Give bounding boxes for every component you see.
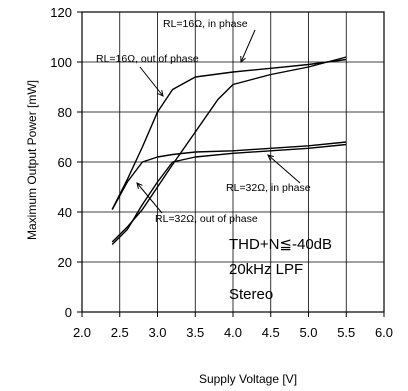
y-tick-label: 0	[65, 305, 72, 320]
annotation-16ohm-in-phase-leader	[240, 29, 256, 63]
annotations: RL=16Ω, in phase RL=16Ω, out of phase RL=3…	[96, 18, 311, 225]
annotation-32ohm-out-of-phase: RL=32Ω, out of phase	[155, 213, 258, 225]
annotation-16ohm-in-phase-arrowhead	[240, 55, 246, 64]
y-tick-label: 40	[58, 205, 72, 220]
y-tick-label: 60	[58, 155, 72, 170]
grid	[82, 12, 384, 312]
annotation-32ohm-in-phase: RL=32Ω, in phase	[226, 182, 311, 194]
annotation-32ohm-in-phase-leader	[267, 154, 301, 184]
annotation-32ohm-out-of-phase-leader	[136, 182, 163, 214]
annotation-16ohm-in-phase: RL=16Ω, in phase	[163, 18, 248, 30]
x-tick-label: 3.0	[148, 325, 166, 340]
x-tick-label: 2.5	[111, 325, 129, 340]
x-tick-label: 4.0	[224, 325, 242, 340]
tick-labels: 2.0 2.5 3.0 3.5 4.0 4.5 5.0 5.5 6.0 0 20 40 60 80 100 1…	[50, 5, 393, 340]
series-layer	[111, 56, 347, 245]
x-tick-label: 5.5	[337, 325, 355, 340]
y-tick-label: 120	[50, 5, 72, 20]
condition-mode: Stereo	[229, 286, 273, 303]
annotation-32ohm-in-phase-arrowhead	[267, 154, 274, 161]
y-tick-label: 80	[58, 105, 72, 120]
x-tick-label: 2.0	[73, 325, 91, 340]
y-axis-label: Maximum Output Power [mW]	[25, 80, 39, 240]
x-tick-label: 3.5	[186, 325, 204, 340]
annotation-16ohm-out-of-phase-leader	[139, 66, 164, 97]
x-tick-label: 6.0	[375, 325, 393, 340]
series-16ohm-in-phase	[111, 56, 347, 243]
x-axis-label: Supply Voltage [V]	[199, 372, 297, 386]
series-32ohm-in-phase	[111, 141, 347, 210]
series-16ohm-out-of-phase	[111, 58, 347, 210]
x-tick-label: 4.5	[262, 325, 280, 340]
annotation-16ohm-out-of-phase: RL=16Ω, out of phase	[96, 53, 199, 65]
annotation-32ohm-out-of-phase-arrowhead	[136, 182, 143, 189]
series-32ohm-out-of-phase	[111, 143, 347, 245]
condition-thd: THD+N≦-40dB	[229, 236, 332, 253]
y-tick-label: 20	[58, 255, 72, 270]
annotation-16ohm-out-of-phase-arrowhead	[157, 90, 164, 97]
x-tick-label: 5.0	[299, 325, 317, 340]
condition-filter: 20kHz LPF	[229, 261, 303, 278]
y-tick-label: 100	[50, 55, 72, 70]
